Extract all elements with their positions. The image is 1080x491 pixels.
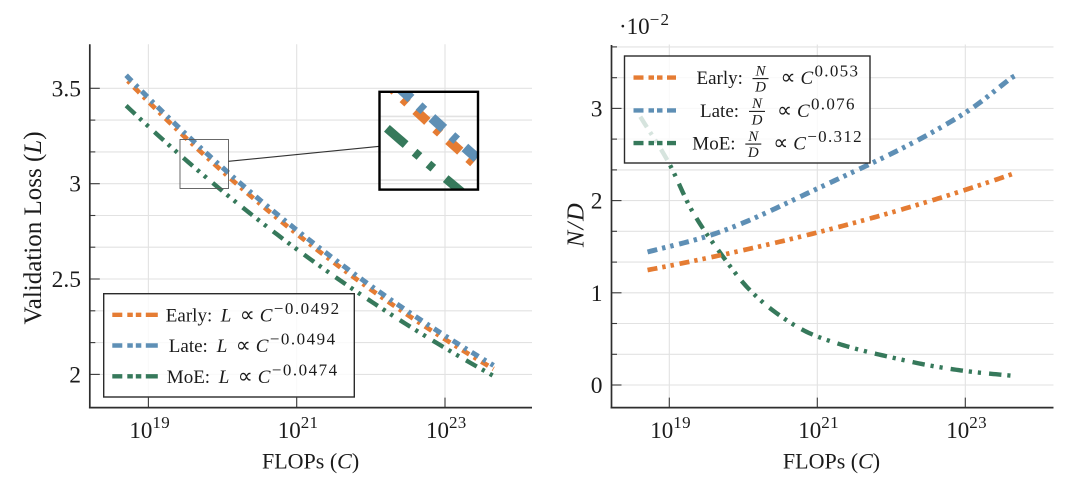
- svg-text:∝: ∝: [777, 98, 792, 122]
- svg-text:1023: 1023: [946, 413, 987, 443]
- svg-text:Early:: Early:: [166, 305, 212, 326]
- svg-text:C: C: [258, 367, 271, 388]
- svg-text:3: 3: [591, 96, 603, 122]
- svg-text:1023: 1023: [426, 413, 467, 443]
- svg-text:C: C: [801, 68, 814, 89]
- svg-text:C: C: [260, 305, 273, 326]
- svg-text:Late:: Late:: [169, 336, 208, 357]
- svg-text:L: L: [220, 305, 232, 326]
- svg-text:3.5: 3.5: [52, 76, 81, 102]
- svg-text:0.076: 0.076: [811, 94, 856, 113]
- svg-text:1: 1: [591, 281, 603, 307]
- svg-text:FLOPs (C): FLOPs (C): [783, 449, 880, 474]
- svg-text:MoE:: MoE:: [167, 367, 210, 388]
- svg-text:−0.0474: −0.0474: [272, 360, 339, 379]
- svg-text:Validation Loss (L): Validation Loss (L): [20, 131, 47, 324]
- svg-text:Late:: Late:: [700, 101, 739, 122]
- svg-text:2: 2: [69, 362, 81, 388]
- svg-text:−0.0494: −0.0494: [270, 330, 337, 349]
- svg-text:∝: ∝: [773, 131, 788, 155]
- svg-text:0: 0: [591, 373, 603, 399]
- svg-text:C: C: [797, 101, 810, 122]
- svg-text:−0.0492: −0.0492: [274, 299, 341, 318]
- svg-text:2: 2: [591, 189, 603, 215]
- svg-text:−0.312: −0.312: [807, 127, 863, 146]
- svg-text:N: N: [751, 96, 763, 112]
- svg-text:∝: ∝: [236, 333, 251, 357]
- svg-text:D: D: [747, 145, 759, 161]
- svg-text:MoE:: MoE:: [692, 134, 735, 155]
- svg-text:D: D: [751, 112, 763, 128]
- svg-text:N/D: N/D: [563, 202, 590, 248]
- svg-text:L: L: [216, 336, 228, 357]
- svg-text:3: 3: [69, 172, 81, 198]
- svg-text:C: C: [256, 336, 269, 357]
- svg-text:Early:: Early:: [697, 68, 743, 89]
- svg-text:N: N: [747, 129, 759, 145]
- svg-text:L: L: [218, 367, 230, 388]
- svg-text:0.053: 0.053: [815, 62, 860, 81]
- svg-text:∝: ∝: [240, 302, 255, 326]
- svg-text:N: N: [754, 63, 766, 79]
- svg-text:D: D: [754, 80, 766, 96]
- svg-text:2.5: 2.5: [52, 267, 81, 293]
- svg-text:∝: ∝: [238, 364, 253, 388]
- svg-text:FLOPs (C): FLOPs (C): [262, 449, 359, 474]
- svg-text:C: C: [793, 134, 806, 155]
- svg-text:∝: ∝: [781, 65, 796, 89]
